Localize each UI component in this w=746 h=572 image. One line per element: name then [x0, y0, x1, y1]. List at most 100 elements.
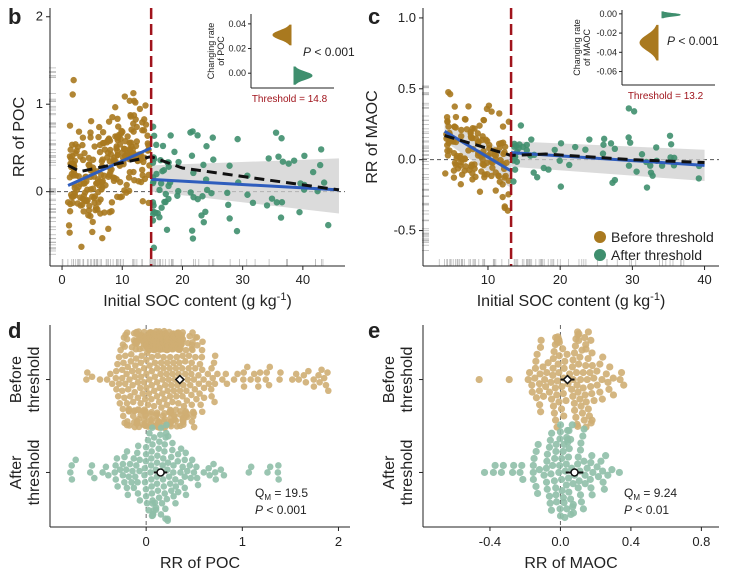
swarm-point-before [576, 375, 585, 384]
mean-marker [174, 374, 185, 385]
q-statistic: QM = 9.24 [624, 486, 677, 502]
swarm-point-after [163, 495, 171, 503]
swarm-point-before [148, 408, 155, 416]
swarm-point-before [128, 367, 136, 375]
swarm-point-before [234, 370, 241, 378]
swarm-point-after [587, 484, 595, 492]
data-point-before [452, 113, 460, 121]
mean-marker [156, 468, 165, 477]
swarm-point-before [536, 370, 544, 378]
swarm-point-after [556, 421, 565, 429]
data-point-after [609, 179, 616, 186]
swarm-point-before [136, 384, 144, 392]
swarm-point-after [190, 469, 198, 476]
data-point-before [126, 168, 134, 176]
swarm-point-before [144, 401, 152, 409]
data-point-before [452, 124, 459, 131]
swarm-point-before [124, 386, 132, 393]
swarm-point-before [196, 390, 203, 397]
data-point-before [461, 115, 469, 123]
data-point-after [150, 132, 158, 139]
data-point-after [167, 132, 174, 139]
swarm-point-after [134, 490, 142, 497]
data-point-before [469, 176, 476, 183]
swarm-point-after [68, 476, 76, 483]
x-tick-label: 2 [335, 534, 342, 549]
swarm-point-before [195, 380, 203, 388]
swarm-point-before [599, 353, 607, 361]
swarm-point-before [170, 359, 177, 367]
swarm-point-before [177, 408, 184, 415]
data-point-before [502, 172, 509, 180]
swarm-point-after [600, 485, 608, 493]
data-point-before [80, 208, 87, 215]
swarm-point-before [211, 380, 219, 388]
swarm-point-after [169, 439, 176, 447]
fit-line-before [67, 146, 152, 187]
swarm-point-after [147, 462, 155, 469]
data-point-before [66, 208, 74, 215]
swarm-point-after [491, 461, 499, 470]
p-value: P < 0.001 [255, 503, 307, 517]
data-point-after [188, 227, 196, 234]
swarm-point-before [250, 370, 258, 378]
data-point-after [566, 161, 573, 169]
data-point-before [85, 207, 93, 214]
swarm-point-before [123, 335, 131, 343]
swarm-point-after [193, 463, 200, 471]
swarm-point-before [156, 384, 163, 392]
swarm-point-before [146, 362, 153, 369]
swarm-point-before [153, 365, 161, 372]
y-tick-label: 0.0 [398, 152, 416, 167]
swarm-point-after [174, 450, 182, 458]
swarm-point-after [583, 464, 591, 472]
swarm-point-before [115, 380, 123, 388]
swarm-point-before [310, 383, 318, 390]
swarm-point-after [129, 467, 136, 475]
swarm-point-after [152, 504, 160, 511]
swarm-point-after [136, 456, 143, 464]
swarm-point-before [551, 384, 559, 392]
x-tick-label: 0 [143, 534, 150, 549]
data-point-before [139, 198, 146, 205]
x-tick-label: 20 [175, 272, 189, 287]
swarm-point-before [143, 370, 150, 378]
data-point-after [153, 170, 160, 178]
swarm-point-after [564, 453, 573, 461]
swarm-point-before [167, 407, 175, 414]
data-point-before [81, 180, 88, 187]
data-point-before [136, 105, 144, 113]
swarm-point-before [575, 336, 583, 345]
swarm-point-before [240, 383, 248, 390]
data-point-before [114, 151, 121, 159]
swarm-point-after [557, 475, 566, 484]
data-point-before [75, 128, 83, 135]
swarm-point-after [169, 446, 176, 454]
inset-plot: 0.00 -0.02 -0.04 -0.06 Changing rateof MAOC P… [572, 9, 719, 102]
swarm-point-after [159, 462, 166, 469]
swarm-point-after [172, 499, 179, 507]
swarm-point-after [142, 492, 150, 500]
data-point-before [104, 149, 112, 157]
swarm-point-before [265, 381, 273, 389]
swarm-point-before [190, 423, 198, 431]
swarm-point-before [176, 387, 184, 395]
data-point-after [265, 155, 272, 162]
swarm-point-before [324, 369, 331, 376]
swarm-point-before [559, 345, 567, 353]
data-point-before [467, 130, 474, 137]
swarm-point-after [602, 452, 610, 460]
swarm-point-before [315, 372, 322, 379]
data-point-after [272, 129, 280, 136]
swarm-point-after [567, 435, 575, 444]
swarm-point-before [181, 358, 189, 365]
swarm-point-before [197, 401, 204, 409]
data-point-after [234, 135, 241, 143]
swarm-point-before [570, 399, 578, 407]
data-point-before [496, 110, 503, 117]
swarm-point-after [141, 464, 149, 472]
data-point-before [112, 104, 119, 111]
swarm-point-before [541, 375, 549, 384]
swarm-point-before [561, 357, 569, 365]
swarm-point-before [590, 396, 598, 405]
